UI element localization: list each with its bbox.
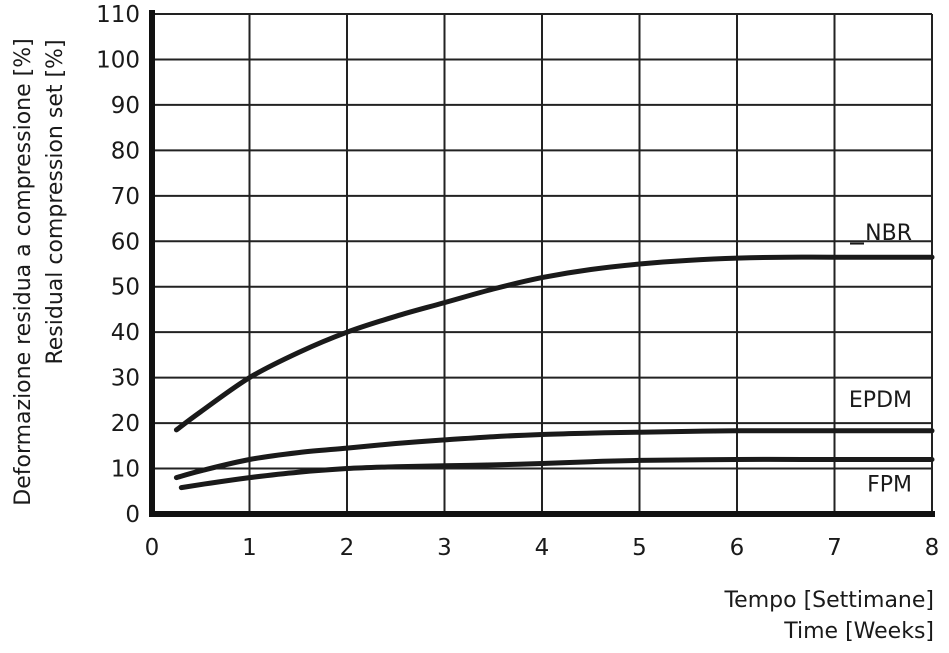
series-line-fpm	[178, 456, 935, 491]
x-tick-label: 2	[340, 535, 355, 561]
series-lines	[173, 254, 935, 491]
x-tick-label: 6	[730, 535, 745, 561]
axis-titles: Deformazione residua a compressione [%] R…	[11, 38, 934, 644]
x-tick-label: 4	[535, 535, 550, 561]
x-tick-label: 8	[925, 535, 940, 561]
y-tick-label: 110	[96, 2, 140, 28]
y-tick-label: 30	[111, 366, 140, 392]
y-tick-label: 60	[111, 229, 140, 255]
y-tick-label: 0	[125, 502, 140, 528]
x-tick-label: 5	[632, 535, 647, 561]
x-tick-label: 3	[437, 535, 452, 561]
x-axis-title-it: Tempo [Settimane]	[723, 588, 934, 613]
y-axis-title-en: Residual compression set [%]	[43, 39, 68, 364]
series-line-nbr	[173, 254, 935, 433]
y-tick-label: 50	[111, 275, 140, 301]
x-tick-label: 1	[242, 535, 257, 561]
x-tick-label: 7	[827, 535, 842, 561]
series-label-fpm: FPM	[867, 472, 912, 497]
y-tick-label: 70	[111, 184, 140, 210]
y-tick-label: 10	[111, 457, 140, 483]
x-tick-label: 0	[145, 535, 160, 561]
grid	[152, 13, 933, 514]
y-tick-label: 100	[96, 47, 140, 73]
series-label-epdm: EPDM	[849, 388, 912, 413]
axes	[149, 10, 935, 517]
y-tick-label: 80	[111, 138, 140, 164]
y-tick-label: 40	[111, 320, 140, 346]
series-line-epdm	[173, 428, 935, 481]
y-axis-title-it: Deformazione residua a compressione [%]	[11, 38, 36, 505]
series-labels: NBR EPDM FPM	[849, 221, 912, 497]
x-axis-title-en: Time [Weeks]	[783, 619, 934, 644]
series-label-nbr: NBR	[865, 221, 912, 246]
y-tick-label: 20	[111, 411, 140, 437]
y-tick-label: 90	[111, 93, 140, 119]
